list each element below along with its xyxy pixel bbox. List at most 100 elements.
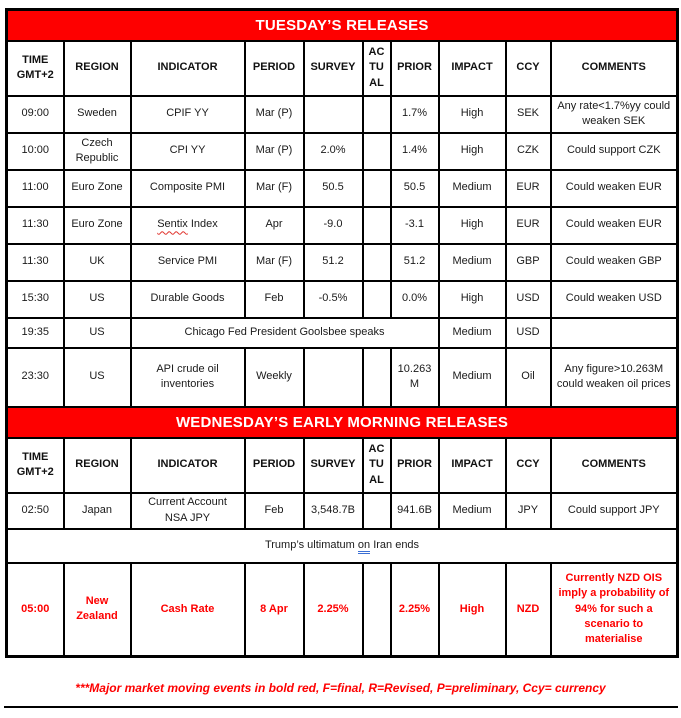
cell-region: US	[62, 279, 132, 319]
cell-prior: 51.2	[389, 242, 440, 282]
cell-survey: 2.0%	[302, 131, 364, 171]
col-header-prior: PRIOR	[389, 436, 440, 494]
cell-region: New Zealand	[62, 561, 132, 658]
cell-indicator: Cash Rate	[129, 561, 246, 658]
cell-prior: 0.0%	[389, 279, 440, 319]
cell-ccy: NZD	[504, 561, 552, 658]
cell-actual	[361, 131, 392, 171]
col-header-indicator: INDICATOR	[129, 39, 246, 97]
cell-indicator: CPIF YY	[129, 94, 246, 134]
cell-prior: 1.7%	[389, 94, 440, 134]
cell-time: 10:00	[5, 131, 65, 171]
cell-region: Euro Zone	[62, 205, 132, 245]
cell-impact: High	[437, 131, 507, 171]
cell-prior: 941.6B	[389, 491, 440, 530]
cell-region: Czech Republic	[62, 131, 132, 171]
cell-actual	[361, 561, 392, 658]
bottom-divider	[4, 706, 678, 708]
col-header-actual: ACTUAL	[361, 39, 392, 97]
cell-period: Feb	[243, 491, 305, 530]
table-row: 11:30 UK Service PMI Mar (F) 51.2 51.2 M…	[5, 242, 679, 282]
cell-survey: -0.5%	[302, 279, 364, 319]
table-header-row: TIME GMT+2 REGION INDICATOR PERIOD SURVE…	[5, 39, 679, 97]
cell-comments: Could support CZK	[549, 131, 679, 171]
col-header-region: REGION	[62, 39, 132, 97]
footer-legend: ***Major market moving events in bold re…	[75, 681, 606, 695]
table-header-row: TIME GMT+2 REGION INDICATOR PERIOD SURVE…	[5, 436, 679, 494]
cell-comments: Any rate<1.7%yy could weaken SEK	[549, 94, 679, 134]
cell-period: Feb	[243, 279, 305, 319]
cell-comments: Any figure>10.263M could weaken oil pric…	[549, 346, 679, 408]
cell-region: Sweden	[62, 94, 132, 134]
cell-prior: 2.25%	[389, 561, 440, 658]
cell-ccy: USD	[504, 316, 552, 349]
cell-indicator: Current Account NSA JPY	[129, 491, 246, 530]
cell-region: Japan	[62, 491, 132, 530]
cell-survey: 3,548.7B	[302, 491, 364, 530]
cell-comments: Could weaken EUR	[549, 168, 679, 208]
cell-impact: Medium	[437, 168, 507, 208]
table-row: 11:00 Euro Zone Composite PMI Mar (F) 50…	[5, 168, 679, 208]
cell-region: US	[62, 316, 132, 349]
cell-region: US	[62, 346, 132, 408]
col-header-region: REGION	[62, 436, 132, 494]
table-row: 11:30 Euro Zone Sentix Index Apr -9.0 -3…	[5, 205, 679, 245]
tuesday-banner: TUESDAY’S RELEASES	[5, 8, 679, 42]
cell-actual	[361, 94, 392, 134]
cell-actual	[361, 168, 392, 208]
cell-comments: Could support JPY	[549, 491, 679, 530]
table-row: 02:50 Japan Current Account NSA JPY Feb …	[5, 491, 679, 530]
col-header-prior: PRIOR	[389, 39, 440, 97]
cell-impact: High	[437, 561, 507, 658]
cell-prior: -3.1	[389, 205, 440, 245]
cell-region: Euro Zone	[62, 168, 132, 208]
col-header-ccy: CCY	[504, 39, 552, 97]
col-header-comments: COMMENTS	[549, 39, 679, 97]
cell-period: 8 Apr	[243, 561, 305, 658]
cell-period: Mar (F)	[243, 242, 305, 282]
col-header-period: PERIOD	[243, 39, 305, 97]
cell-comments: Could weaken USD	[549, 279, 679, 319]
cell-time: 11:00	[5, 168, 65, 208]
table-row: 15:30 US Durable Goods Feb -0.5% 0.0% Hi…	[5, 279, 679, 319]
cell-comments: Could weaken EUR	[549, 205, 679, 245]
cell-impact: Medium	[437, 316, 507, 349]
col-header-impact: IMPACT	[437, 39, 507, 97]
col-header-time: TIME GMT+2	[5, 436, 65, 494]
cell-event-merged: Chicago Fed President Goolsbee speaks	[129, 316, 440, 349]
note-text: Trump’s ultimatum	[264, 538, 355, 551]
table-row: 23:30 US API crude oil inventories Weekl…	[5, 346, 679, 408]
cell-prior: 50.5	[389, 168, 440, 208]
col-header-comments: COMMENTS	[549, 436, 679, 494]
cell-impact: High	[437, 94, 507, 134]
cell-survey: 51.2	[302, 242, 364, 282]
cell-region: UK	[62, 242, 132, 282]
cell-survey: 50.5	[302, 168, 364, 208]
table-row: 09:00 Sweden CPIF YY Mar (P) 1.7% High S…	[5, 94, 679, 134]
cell-indicator: CPI YY	[129, 131, 246, 171]
cell-prior: 10.263 M	[389, 346, 440, 408]
cell-comments	[549, 316, 679, 349]
cell-time: 15:30	[5, 279, 65, 319]
cell-actual	[361, 346, 392, 408]
cell-period: Mar (P)	[243, 131, 305, 171]
cell-time: 09:00	[5, 94, 65, 134]
cell-actual	[361, 279, 392, 319]
cell-survey	[302, 346, 364, 408]
releases-table: TUESDAY’S RELEASES TIME GMT+2 REGION IND…	[5, 8, 680, 658]
cell-impact: Medium	[437, 346, 507, 408]
cell-impact: Medium	[437, 242, 507, 282]
cell-impact: High	[437, 279, 507, 319]
cell-actual	[361, 242, 392, 282]
table-row: 10:00 Czech Republic CPI YY Mar (P) 2.0%…	[5, 131, 679, 171]
cell-impact: Medium	[437, 491, 507, 530]
col-header-actual: ACTUAL	[361, 436, 392, 494]
col-header-survey: SURVEY	[302, 39, 364, 97]
cell-comments: Currently NZD OIS imply a probability of…	[549, 561, 679, 658]
cell-indicator: Service PMI	[129, 242, 246, 282]
table-row: WEDNESDAY’S EARLY MORNING RELEASES	[5, 405, 679, 439]
cell-indicator: API crude oil inventories	[129, 346, 246, 408]
cell-period: Mar (P)	[243, 94, 305, 134]
table-row-highlighted: 05:00 New Zealand Cash Rate 8 Apr 2.25% …	[5, 561, 679, 658]
